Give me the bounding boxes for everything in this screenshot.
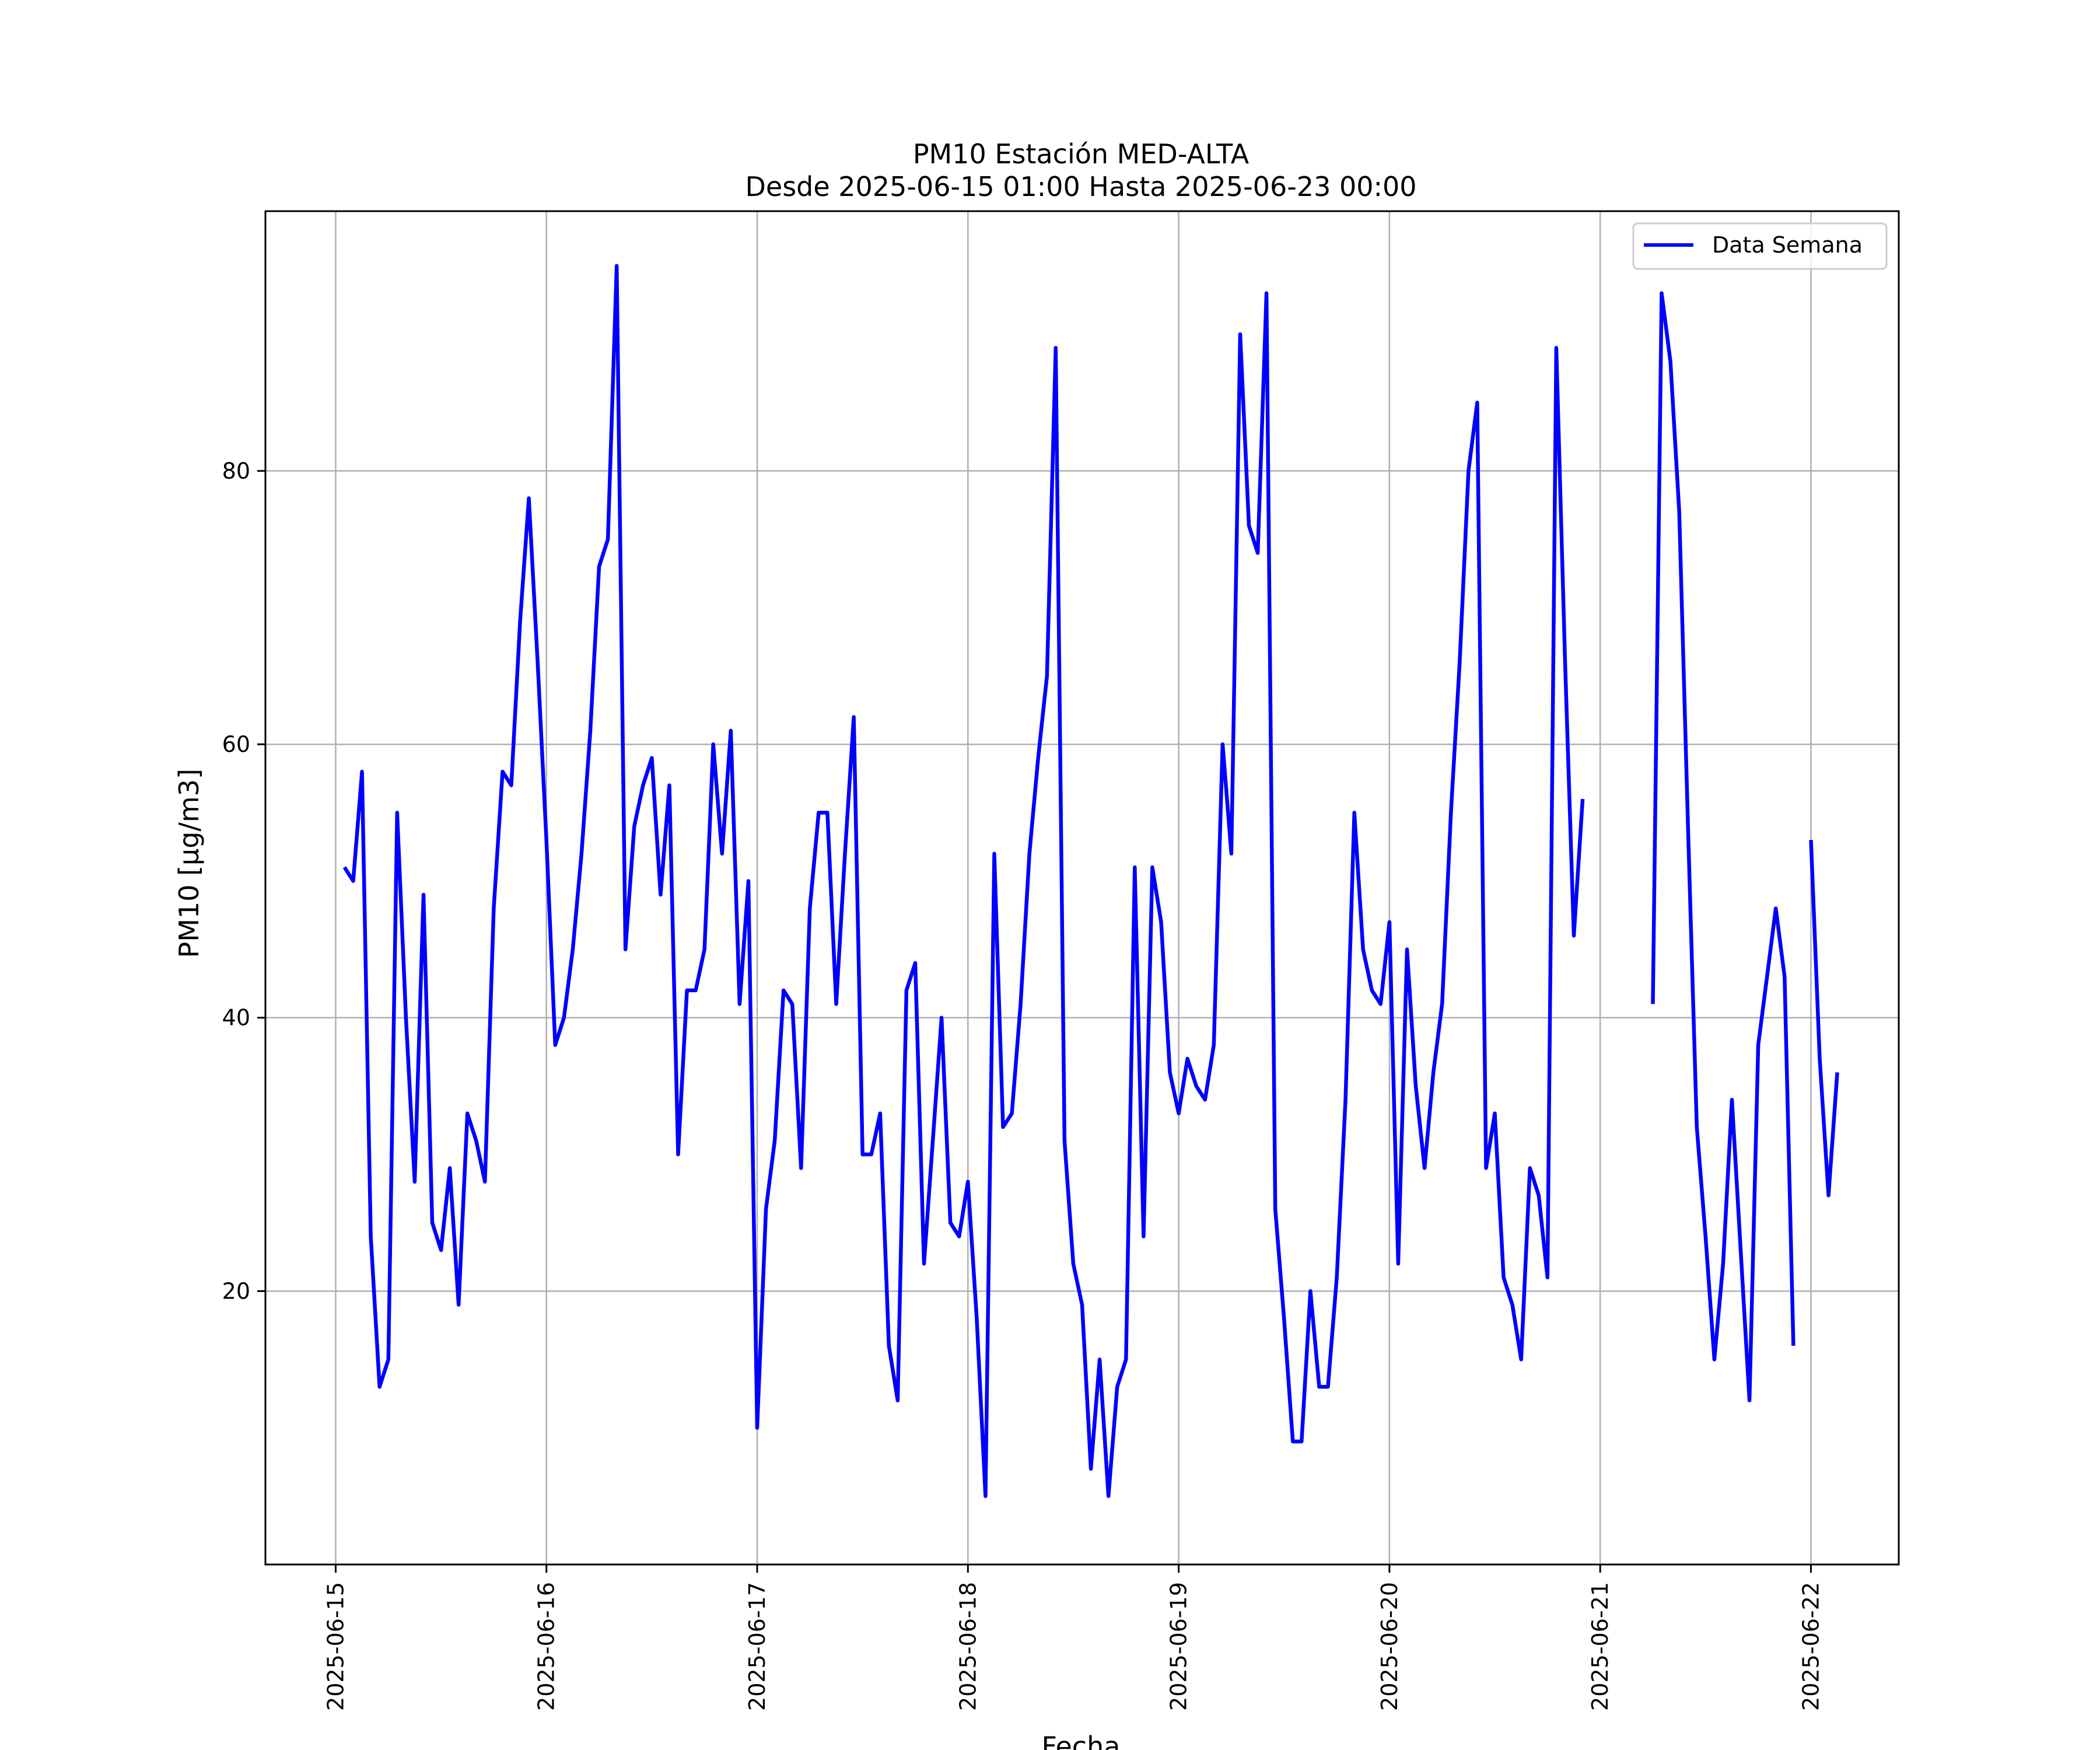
x-tick-label: 2025-06-21 [1587,1582,1613,1711]
x-tick-label: 2025-06-22 [1798,1582,1824,1711]
y-tick-label: 80 [222,458,250,484]
chart-subtitle: Desde 2025-06-15 01:00 Hasta 2025-06-23 … [745,171,1416,202]
x-tick-label: 2025-06-17 [744,1582,770,1711]
y-tick-label: 40 [222,1005,250,1031]
x-tick-label: 2025-06-18 [955,1582,981,1711]
y-tick-label: 60 [222,732,250,757]
grid-lines [265,211,1899,1564]
series-line-data-semana [1651,291,1796,1403]
plot-frame [264,210,1900,1566]
x-tick-label: 2025-06-19 [1166,1582,1192,1711]
x-tick-label: 2025-06-16 [534,1582,559,1711]
y-axis-label: PM10 [μg/m3] [173,769,205,958]
series-line-data-semana [342,264,1585,1499]
x-tick-label: 2025-06-20 [1377,1582,1402,1711]
x-axis-label: Fecha [1042,1731,1121,1750]
y-tick-label: 20 [222,1278,250,1304]
legend-box [1632,222,1888,270]
chart-title: PM10 Estación MED-ALTA [913,138,1250,170]
x-tick-label: 2025-06-15 [323,1582,348,1711]
series-lines [342,264,1839,1499]
axis-ticks: 2025-06-15 2025-06-16 2025-06-17 2025-06-18… [222,458,1824,1711]
legend-label-data-semana: Data Semana [1712,232,1863,258]
legend: Data Semana [1632,222,1888,270]
series-line-data-semana [1809,839,1839,1198]
